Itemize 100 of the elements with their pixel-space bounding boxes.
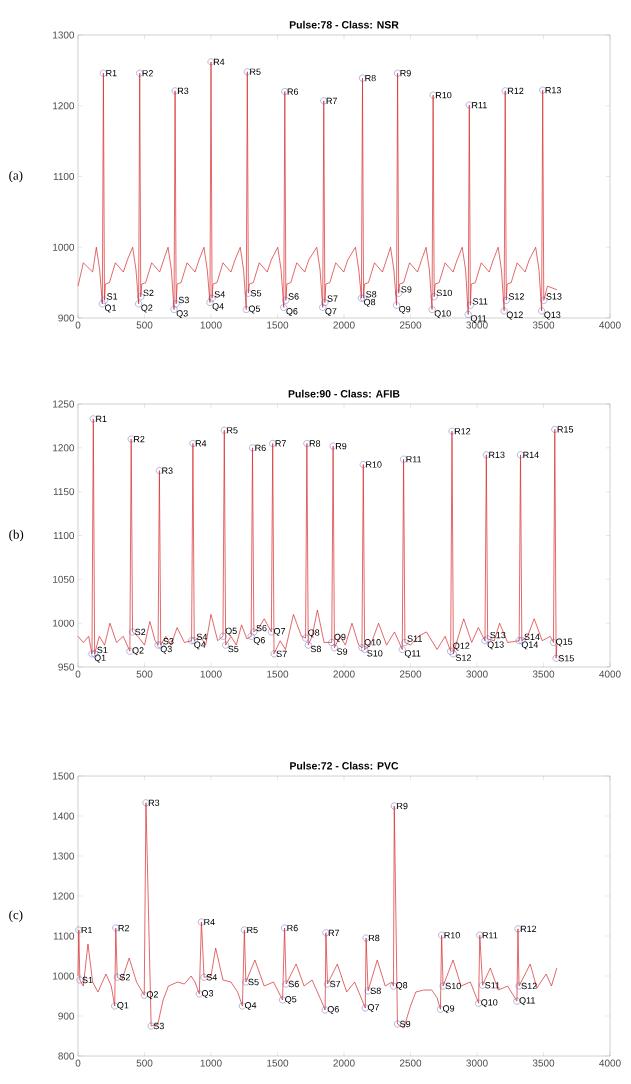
annotation: Q14 <box>521 641 539 650</box>
y-tick-label: 1100 <box>53 172 75 181</box>
annotation: S3 <box>163 638 174 645</box>
annotation: R2 <box>134 435 145 443</box>
annotation: Q2 <box>132 647 144 656</box>
chart-title: Pulse:78 - Class: NSR <box>289 20 399 29</box>
annotation: R2 <box>142 70 153 77</box>
y-tick-label: 900 <box>58 314 75 322</box>
annotation: S1 <box>82 976 93 984</box>
annotation: S5 <box>228 645 239 653</box>
annotation: S8 <box>310 645 321 653</box>
annotation: S9 <box>400 1020 411 1028</box>
annotation: R10 <box>444 932 460 939</box>
annotation: R3 <box>162 467 173 474</box>
x-tick-label: 1000 <box>200 670 222 678</box>
annotation: S8 <box>366 291 377 298</box>
annotation: Q4 <box>245 1002 257 1010</box>
annotation: R5 <box>247 926 258 934</box>
annotation: R7 <box>326 97 337 104</box>
y-tick-label: 1000 <box>53 972 75 980</box>
annotation: R8 <box>369 934 380 942</box>
annotation: R12 <box>454 428 471 435</box>
y-tick-label: 1200 <box>53 892 75 900</box>
annotation: R10 <box>366 461 382 468</box>
x-tick-label: 4000 <box>599 1059 621 1067</box>
x-tick-label: 500 <box>136 321 153 329</box>
annotation: R11 <box>482 932 498 939</box>
annotation: R11 <box>472 101 487 109</box>
annotation: Q4 <box>194 641 206 650</box>
x-tick-label: 3500 <box>532 321 555 329</box>
y-tick-label: 1200 <box>53 444 75 452</box>
x-tick-label: 1000 <box>200 321 222 329</box>
annotation: Q8 <box>364 298 376 307</box>
annotation: Q3 <box>176 310 188 319</box>
annotation: S12 <box>521 982 537 990</box>
annotation: S2 <box>119 974 130 981</box>
y-tick-label: 1100 <box>53 531 75 540</box>
annotation: S15 <box>558 655 574 662</box>
annotation: R5 <box>227 427 238 434</box>
annotation: R3 <box>148 799 160 806</box>
annotation: Q13 <box>544 311 561 320</box>
annotation: Q3 <box>201 990 214 998</box>
x-tick-label: 2500 <box>399 670 422 678</box>
annotation: S5 <box>248 978 259 986</box>
annotation: S10 <box>445 982 461 990</box>
y-tick-label: 950 <box>58 663 75 671</box>
annotation: S14 <box>524 633 540 641</box>
annotation: Q5 <box>285 996 297 1004</box>
annotation: S7 <box>330 980 341 988</box>
annotation: R8 <box>309 440 321 447</box>
annotation: S13 <box>490 631 506 639</box>
annotation: S9 <box>337 648 348 655</box>
x-tick-label: 2000 <box>333 321 355 329</box>
annotation: Q9 <box>399 305 411 314</box>
annotation: R12 <box>520 925 537 932</box>
annotation: R7 <box>328 929 340 936</box>
x-tick-label: 4000 <box>599 321 621 329</box>
annotation: R2 <box>118 924 129 932</box>
annotation: R1 <box>81 926 93 934</box>
x-tick-label: 3000 <box>466 1059 488 1067</box>
annotation: S9 <box>401 286 412 293</box>
annotation: S2 <box>143 289 154 297</box>
annotation: R5 <box>250 68 261 75</box>
y-tick-label: 1250 <box>53 400 75 408</box>
x-tick-label: 1500 <box>267 321 289 329</box>
annotation: Q2 <box>146 991 158 1000</box>
x-tick-label: 2000 <box>333 670 355 678</box>
annotation: R8 <box>365 74 376 82</box>
annotation: R9 <box>400 70 411 77</box>
y-tick-label: 1500 <box>53 772 75 780</box>
annotation: S12 <box>508 293 524 300</box>
x-tick-label: 3000 <box>466 670 488 678</box>
annotation: R13 <box>489 451 505 459</box>
annotation: Q11 <box>519 997 535 1006</box>
annotation: Q11 <box>404 650 421 659</box>
annotation: R11 <box>406 456 422 463</box>
annotation: Q1 <box>94 654 106 663</box>
x-tick-label: 2000 <box>333 1059 355 1067</box>
x-tick-label: 3500 <box>532 1059 555 1067</box>
annotation: R6 <box>287 88 299 95</box>
annotation: R4 <box>213 58 225 65</box>
annotation: Q1 <box>117 1002 129 1010</box>
text: (b) <box>9 529 24 542</box>
annotation: S11 <box>472 298 488 305</box>
y-tick-label: 1300 <box>53 31 75 39</box>
annotation: R3 <box>178 87 189 95</box>
annotation: S2 <box>135 628 146 636</box>
x-tick-label: 500 <box>136 670 153 678</box>
annotation: R9 <box>336 442 347 450</box>
annotation: Q2 <box>141 304 153 313</box>
annotation: Q5 <box>248 305 261 314</box>
y-tick-label: 900 <box>58 1012 75 1020</box>
annotation: R6 <box>255 444 266 452</box>
annotation: R4 <box>204 918 215 926</box>
x-tick-label: 3500 <box>532 670 555 678</box>
x-tick-label: 500 <box>136 1059 153 1067</box>
annotation: Q13 <box>487 641 504 650</box>
annotation: Q3 <box>160 645 172 654</box>
annotation: Q10 <box>481 999 498 1008</box>
annotation: R10 <box>436 91 452 99</box>
